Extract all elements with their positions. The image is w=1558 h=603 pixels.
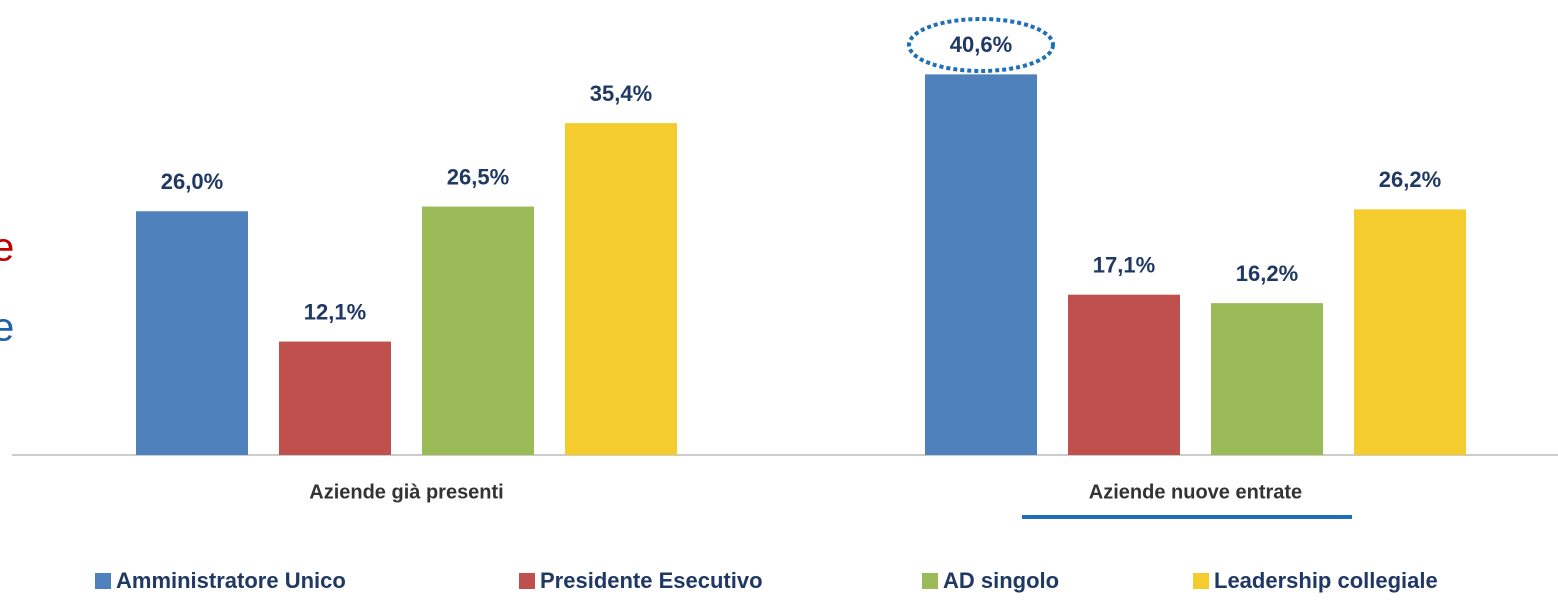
x-tick-label: Aziende nuove entrate bbox=[1089, 481, 1302, 503]
bar bbox=[1354, 209, 1466, 455]
highlight-circle bbox=[907, 17, 1055, 73]
legend-swatch bbox=[519, 573, 535, 589]
legend-label: Amministratore Unico bbox=[116, 568, 346, 593]
data-label: 26,2% bbox=[1379, 167, 1441, 192]
bar bbox=[422, 206, 534, 455]
legend-label: AD singolo bbox=[943, 568, 1059, 593]
data-label: 35,4% bbox=[590, 81, 652, 106]
fragment-text: e bbox=[0, 306, 14, 350]
legend-swatch bbox=[922, 573, 938, 589]
fragment-text: e bbox=[0, 226, 14, 270]
data-label: 40,6% bbox=[950, 32, 1012, 57]
x-tick-label: Aziende già presenti bbox=[309, 481, 504, 503]
data-label: 16,2% bbox=[1236, 261, 1298, 286]
legend-swatch bbox=[1193, 573, 1209, 589]
bar bbox=[565, 123, 677, 455]
legend-swatch bbox=[95, 573, 111, 589]
data-label: 17,1% bbox=[1093, 253, 1155, 278]
legend-label: Presidente Esecutivo bbox=[540, 568, 763, 593]
data-label: 12,1% bbox=[304, 299, 366, 324]
bar bbox=[1068, 294, 1180, 455]
bar bbox=[925, 74, 1037, 455]
data-label: 26,0% bbox=[161, 169, 223, 194]
bar bbox=[279, 341, 391, 455]
bar bbox=[136, 211, 248, 455]
data-label: 26,5% bbox=[447, 164, 509, 189]
legend-label: Leadership collegiale bbox=[1214, 568, 1438, 593]
bar bbox=[1211, 303, 1323, 455]
